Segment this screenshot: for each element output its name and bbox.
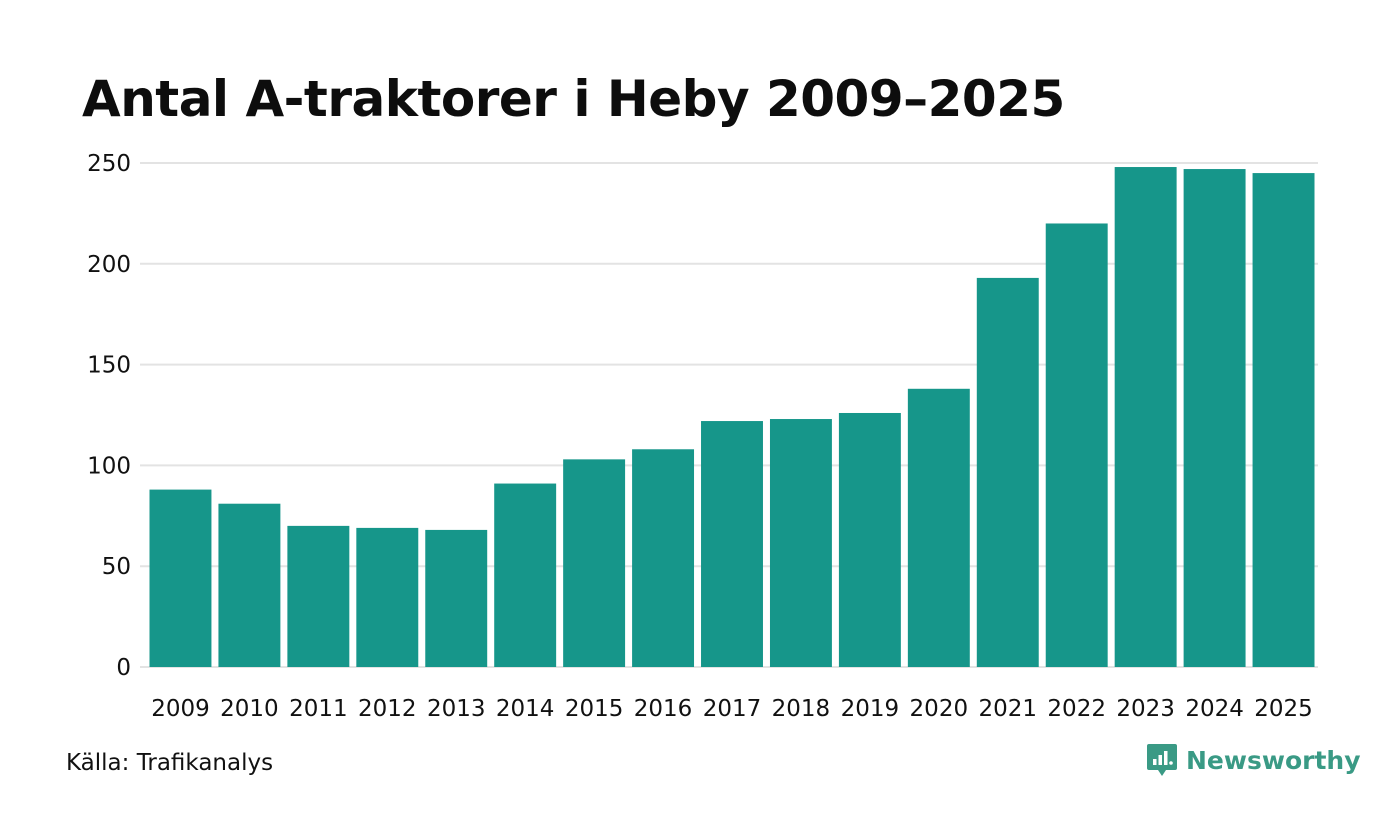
bar-2012 xyxy=(356,527,419,667)
x-tick-label: 2014 xyxy=(496,696,555,722)
bar-2009 xyxy=(149,489,212,667)
bar-2024 xyxy=(1183,169,1246,667)
y-tick-label: 250 xyxy=(87,151,131,177)
x-tick-label: 2015 xyxy=(565,696,624,722)
bar-2022 xyxy=(1045,223,1108,668)
y-tick-label: 150 xyxy=(87,353,131,379)
bar-2013 xyxy=(425,529,488,667)
bar-2011 xyxy=(287,525,350,667)
chart-title: Antal A-traktorer i Heby 2009–2025 xyxy=(82,70,1065,128)
bar-2016 xyxy=(632,449,695,667)
x-tick-label: 2010 xyxy=(220,696,279,722)
bars xyxy=(149,167,1315,668)
x-tick-label: 2022 xyxy=(1047,696,1106,722)
x-tick-label: 2023 xyxy=(1116,696,1175,722)
x-tick-label: 2025 xyxy=(1254,696,1313,722)
bar-2023 xyxy=(1114,167,1177,668)
bar-2017 xyxy=(701,421,763,667)
x-tick-label: 2021 xyxy=(978,696,1037,722)
bar-2014 xyxy=(494,483,557,667)
y-tick-label: 50 xyxy=(102,554,131,580)
bar-chart-speech-bubble-icon xyxy=(1147,744,1177,776)
bar-2018 xyxy=(769,419,832,667)
bar-2020 xyxy=(907,388,970,667)
y-tick-label: 100 xyxy=(87,453,131,479)
x-tick-label: 2024 xyxy=(1185,696,1244,722)
y-axis-ticks: 0 50 100 150 200 250 xyxy=(87,151,131,681)
x-tick-label: 2018 xyxy=(772,696,831,722)
bar-2025 xyxy=(1252,173,1315,667)
x-axis-ticks: 2009 2010 2011 2012 2013 2014 2015 2016 2017 2018… xyxy=(151,696,1313,722)
x-tick-label: 2016 xyxy=(634,696,693,722)
bar-2021 xyxy=(976,277,1039,667)
bar-2019 xyxy=(838,412,901,667)
bar-2010 xyxy=(218,503,281,667)
x-tick-label: 2009 xyxy=(151,696,210,722)
x-tick-label: 2013 xyxy=(427,696,486,722)
x-tick-label: 2011 xyxy=(289,696,348,722)
y-tick-label: 0 xyxy=(116,655,131,681)
bar-2015 xyxy=(563,459,626,667)
y-tick-label: 200 xyxy=(87,252,131,278)
brand-name: Newsworthy xyxy=(1186,745,1361,775)
x-tick-label: 2012 xyxy=(358,696,417,722)
x-tick-label: 2019 xyxy=(841,696,900,722)
x-tick-label: 2020 xyxy=(910,696,969,722)
source-note: Källa: Trafikanalys xyxy=(66,750,274,776)
x-tick-label: 2017 xyxy=(703,696,762,722)
brand-logo: Newsworthy xyxy=(1146,742,1361,778)
